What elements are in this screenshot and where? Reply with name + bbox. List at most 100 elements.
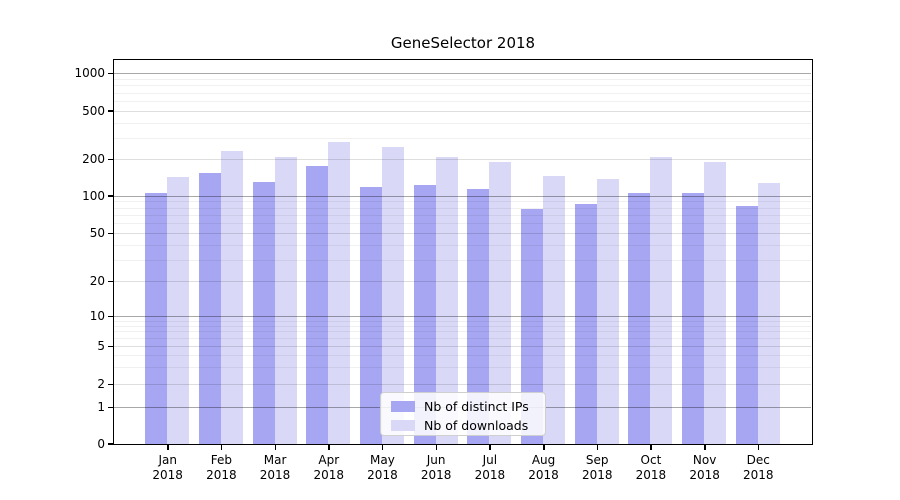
- x-tick-label: Jul 2018: [474, 453, 506, 482]
- bar-nb-of-distinct-ips-may: [359, 186, 382, 444]
- bar-nb-of-downloads-aug: [543, 175, 566, 444]
- y-tick-label: 20: [89, 274, 105, 288]
- y-tick-label: 1: [97, 400, 105, 414]
- bar-nb-of-distinct-ips-apr: [306, 165, 329, 444]
- bar-nb-of-downloads-mar: [274, 156, 297, 444]
- x-tick-mark: [704, 445, 706, 450]
- x-tick-label: Oct 2018: [635, 453, 667, 482]
- x-tick-mark: [757, 445, 760, 450]
- gridline-200: [114, 159, 811, 161]
- gridline-minor: [114, 201, 811, 203]
- x-tick-label: Apr 2018: [313, 453, 345, 482]
- gridline-minor: [114, 92, 811, 94]
- bar-nb-of-downloads-sep: [596, 179, 619, 444]
- gridline-20: [114, 281, 811, 282]
- bar-nb-of-downloads-jun: [435, 157, 458, 444]
- y-tick-label: 200: [82, 152, 105, 167]
- gridline-minor: [114, 122, 811, 124]
- gridline-minor: [114, 137, 811, 139]
- x-tick-label: Dec 2018: [743, 453, 774, 482]
- bar-nb-of-distinct-ips-jan: [145, 193, 168, 444]
- x-tick-label: May 2018: [367, 453, 398, 482]
- gridline-minor: [114, 320, 811, 322]
- y-tick-mark: [108, 383, 113, 385]
- x-tick-mark: [543, 445, 545, 450]
- legend-swatch-distinct-ips-icon: [391, 400, 415, 412]
- gridline-minor: [114, 100, 811, 102]
- y-tick-mark: [108, 110, 113, 112]
- y-tick-label: 10: [89, 309, 105, 323]
- x-tick-label: Feb 2018: [206, 453, 237, 482]
- bar-nb-of-distinct-ips-oct: [628, 192, 651, 444]
- bar-nb-of-distinct-ips-aug: [521, 208, 544, 444]
- y-tick-label: 50: [89, 226, 105, 240]
- legend-label-downloads: Nb of downloads: [424, 417, 529, 433]
- gridline-minor: [114, 223, 811, 225]
- chart-title: GeneSelector 2018: [390, 34, 536, 52]
- gridline-500: [114, 110, 811, 112]
- y-tick-label: 2: [97, 377, 105, 391]
- y-tick-mark: [108, 443, 113, 445]
- x-tick-mark: [328, 445, 330, 450]
- legend-item-downloads: Nb of downloads: [381, 416, 545, 434]
- bar-nb-of-distinct-ips-sep: [574, 203, 597, 444]
- y-tick-mark: [108, 158, 113, 161]
- legend-label-distinct-ips: Nb of distinct IPs: [424, 398, 529, 414]
- x-tick-mark: [167, 445, 169, 450]
- bar-nb-of-distinct-ips-mar: [252, 181, 275, 444]
- gridline-minor: [114, 207, 811, 209]
- gridline-minor: [114, 355, 811, 357]
- bar-nb-of-downloads-feb: [220, 151, 243, 444]
- bar-nb-of-downloads-apr: [328, 141, 351, 444]
- x-tick-label: Mar 2018: [259, 453, 291, 482]
- x-tick-mark: [435, 445, 438, 450]
- bar-nb-of-distinct-ips-feb: [198, 172, 221, 444]
- legend-swatch-downloads-icon: [391, 419, 415, 431]
- y-tick-label: 100: [82, 188, 105, 203]
- gridline-1000: [114, 73, 811, 75]
- bar-nb-of-downloads-nov: [704, 162, 727, 444]
- gridline-100: [114, 195, 811, 197]
- x-tick-mark: [381, 445, 384, 450]
- bar-nb-of-downloads-oct: [650, 157, 673, 444]
- gridline-minor: [114, 331, 811, 333]
- x-tick-mark: [274, 445, 277, 450]
- y-tick-label: 0: [97, 436, 105, 451]
- gridline-minor: [114, 259, 811, 261]
- y-tick-mark: [108, 406, 113, 408]
- y-tick-label: 5: [97, 339, 105, 353]
- gridline-minor: [114, 85, 811, 87]
- gridline-minor: [114, 325, 811, 327]
- y-tick-mark: [108, 195, 113, 197]
- x-tick-label: Sep 2018: [581, 453, 613, 482]
- y-tick-mark: [108, 280, 113, 282]
- bar-nb-of-distinct-ips-dec: [735, 205, 758, 444]
- y-tick-mark: [108, 315, 113, 317]
- x-tick-mark: [596, 445, 599, 450]
- legend-item-distinct-ips: Nb of distinct IPs: [381, 397, 545, 415]
- y-tick-label: 1000: [74, 66, 105, 81]
- gridline-minor: [114, 78, 811, 80]
- gridline-minor: [114, 338, 811, 340]
- bar-nb-of-distinct-ips-jul: [467, 188, 490, 444]
- gridline-minor: [114, 214, 811, 216]
- x-tick-label: Nov 2018: [689, 453, 720, 482]
- x-tick-label: Jan 2018: [152, 453, 183, 482]
- y-tick-label: 500: [82, 103, 105, 118]
- y-tick-mark: [108, 72, 113, 75]
- y-tick-mark: [108, 345, 113, 347]
- x-tick-label: Aug 2018: [528, 453, 559, 482]
- gridline-10: [114, 316, 811, 317]
- bar-nb-of-distinct-ips-jun: [413, 184, 436, 444]
- x-tick-mark: [220, 445, 223, 450]
- legend: Nb of distinct IPs Nb of downloads: [380, 392, 546, 436]
- gridline-50: [114, 233, 811, 234]
- x-tick-label: Jun 2018: [420, 453, 452, 482]
- gridline-5: [114, 346, 811, 347]
- bar-nb-of-downloads-dec: [757, 183, 780, 444]
- x-tick-mark: [650, 445, 652, 450]
- bar-nb-of-downloads-jan: [167, 177, 190, 444]
- bar-nb-of-distinct-ips-nov: [682, 193, 705, 444]
- gridline-2: [114, 384, 811, 385]
